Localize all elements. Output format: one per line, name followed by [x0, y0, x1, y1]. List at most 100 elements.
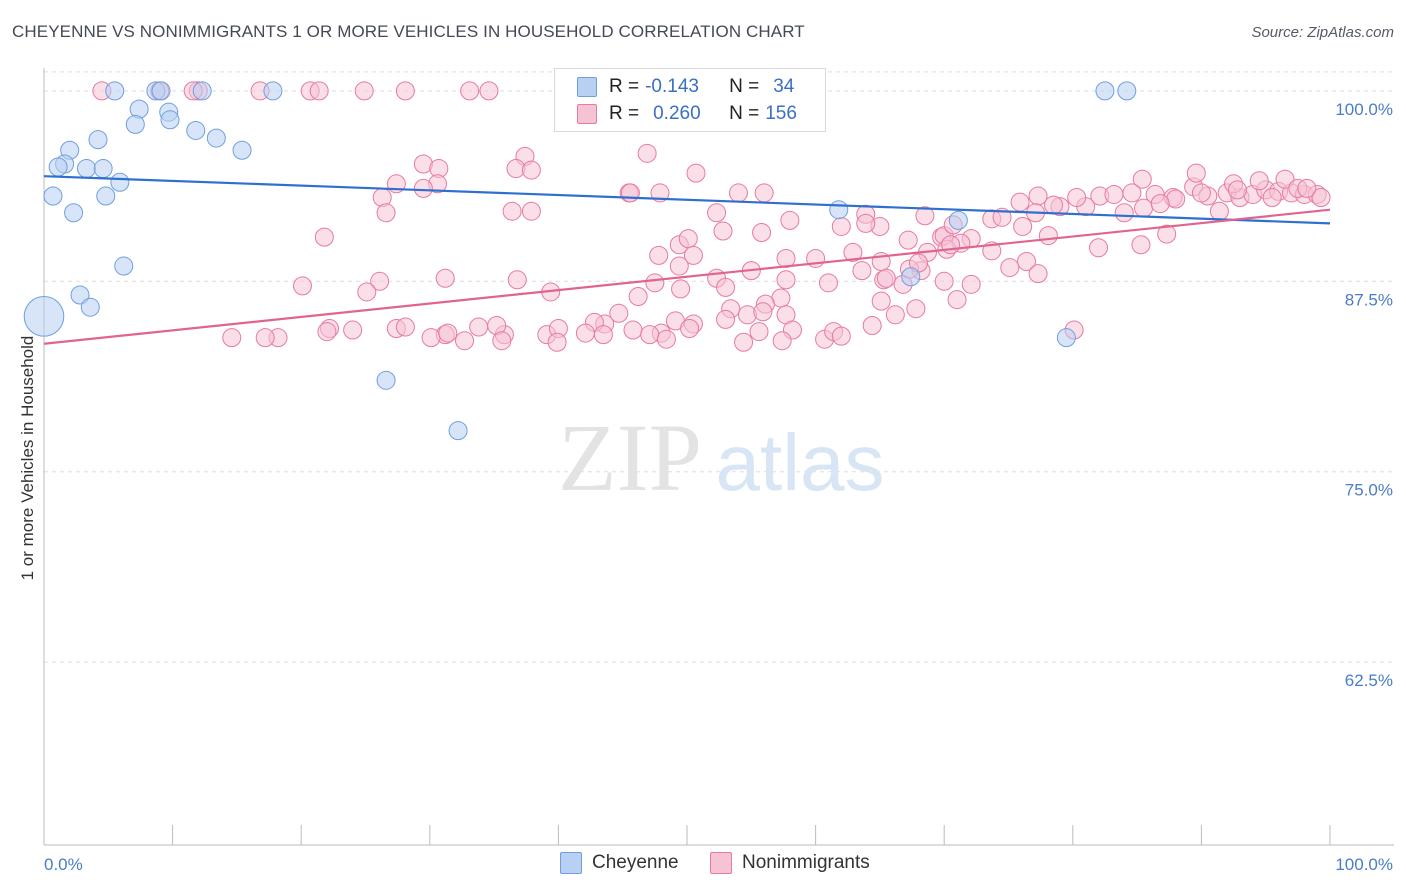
nonimmigrants-point	[620, 183, 640, 203]
nonimmigrants-point	[521, 160, 541, 180]
nonimmigrants-point	[831, 326, 851, 346]
nonimmigrants-point	[502, 201, 522, 221]
nonimmigrants-swatch	[710, 852, 732, 874]
cheyenne-point	[376, 370, 396, 390]
nonimmigrants-point	[669, 256, 689, 276]
cheyenne-point	[160, 110, 180, 130]
cheyenne-label: Cheyenne	[592, 852, 679, 873]
nonimmigrants-swatch	[577, 104, 597, 124]
legend-n-label: N =	[729, 103, 760, 124]
nonimmigrants-point	[852, 261, 872, 281]
source-label: Source: ZipAtlas.com	[1251, 24, 1394, 41]
y-tick-label: 75.0%	[1345, 481, 1393, 500]
cheyenne-point	[232, 140, 252, 160]
nonimmigrants-point	[728, 183, 748, 203]
nonimmigrants-point	[716, 277, 736, 297]
nonimmigrants-point	[772, 331, 792, 351]
legend-n-label: N =	[729, 76, 760, 97]
nonimmigrants-point	[1017, 251, 1037, 271]
nonimmigrants-point	[1104, 184, 1124, 204]
cheyenne-point	[192, 81, 212, 101]
nonimmigrants-point	[314, 227, 334, 247]
nonimmigrants-label: Nonimmigrants	[742, 852, 870, 873]
cheyenne-point	[23, 296, 65, 337]
nonimmigrants-point	[640, 325, 660, 345]
legend-r-value: 0.260	[653, 103, 701, 124]
nonimmigrants-point	[455, 331, 475, 351]
cheyenne-point	[76, 159, 96, 179]
x-tick-right: 100.0%	[1335, 855, 1393, 874]
legend-r-value: -0.143	[645, 76, 699, 97]
nonimmigrants-point	[1311, 188, 1331, 207]
cheyenne-point	[1056, 328, 1076, 348]
y-axis-label: 1 or more Vehicles in Household	[18, 336, 37, 581]
nonimmigrants-point	[753, 302, 773, 322]
nonimmigrants-point	[1275, 169, 1295, 189]
nonimmigrants-trend-line	[43, 208, 1331, 345]
cheyenne-point	[64, 203, 84, 223]
nonimmigrants-point	[906, 299, 926, 319]
trend-lines	[43, 175, 1331, 345]
nonimmigrants-point	[1209, 201, 1229, 221]
nonimmigrants-point	[507, 270, 527, 290]
nonimmigrants-point	[1122, 183, 1142, 203]
nonimmigrants-point	[961, 274, 981, 294]
grid-lines	[44, 71, 1394, 663]
nonimmigrants-point	[1157, 224, 1177, 244]
nonimmigrants-point	[885, 305, 905, 325]
nonimmigrants-point	[876, 268, 896, 288]
nonimmigrants-point	[1013, 216, 1033, 236]
cheyenne-point	[43, 186, 63, 206]
nonimmigrants-point	[1150, 194, 1170, 214]
cheyenne-point	[448, 421, 468, 441]
nonimmigrants-point	[680, 319, 700, 339]
cheyenne-point	[1095, 81, 1115, 101]
nonimmigrants-point	[492, 331, 512, 351]
legend-n-value: 34	[773, 76, 795, 97]
nonimmigrants-point	[521, 201, 541, 221]
nonimmigrants-point	[1262, 188, 1282, 207]
nonimmigrants-point	[831, 216, 851, 236]
nonimmigrants-point	[1067, 188, 1087, 207]
nonimmigrants-point	[343, 320, 363, 340]
cheyenne-point	[151, 81, 171, 101]
nonimmigrants-point	[1132, 169, 1152, 189]
nonimmigrants-point	[357, 282, 377, 302]
nonimmigrants-point	[843, 242, 863, 262]
cheyenne-point	[901, 267, 921, 287]
cheyenne-point	[96, 186, 116, 206]
nonimmigrants-point	[707, 203, 727, 223]
legend-r-label: R =	[609, 76, 640, 97]
nonimmigrants-point	[309, 81, 329, 101]
nonimmigrants-point	[871, 291, 891, 311]
cheyenne-point	[114, 256, 134, 276]
nonimmigrants-point	[469, 317, 489, 337]
nonimmigrants-point	[818, 273, 838, 293]
nonimmigrants-point	[1249, 171, 1269, 191]
nonimmigrants-point	[317, 322, 337, 342]
cheyenne-point	[88, 130, 108, 150]
cheyenne-point	[829, 200, 849, 220]
nonimmigrants-point	[1028, 264, 1048, 284]
cheyenne-point	[105, 81, 125, 101]
nonimmigrants-point	[593, 325, 613, 345]
nonimmigrants-point	[713, 221, 733, 241]
nonimmigrants-point	[1131, 235, 1151, 255]
legend-row-cheyenne: R = -0.143 N = 34	[577, 74, 794, 100]
cheyenne-point	[93, 159, 113, 179]
nonimmigrants-point	[354, 81, 374, 101]
nonimmigrants-point	[421, 328, 441, 348]
cheyenne-point	[263, 81, 283, 101]
cheyenne-point	[70, 285, 90, 305]
nonimmigrants-point	[435, 268, 455, 288]
watermark-atlas: atlas	[716, 418, 885, 507]
y-tick-labels: 100.0% 87.5% 75.0% 62.5%	[1335, 100, 1393, 690]
nonimmigrants-point	[992, 207, 1012, 227]
x-tick-left: 0.0%	[44, 855, 83, 874]
bottom-legend-nonimmigrants: Nonimmigrants	[710, 852, 870, 874]
nonimmigrants-point	[749, 322, 769, 342]
legend-r-label: R =	[609, 103, 640, 124]
nonimmigrants-point	[547, 332, 567, 352]
cheyenne-point	[80, 297, 100, 317]
